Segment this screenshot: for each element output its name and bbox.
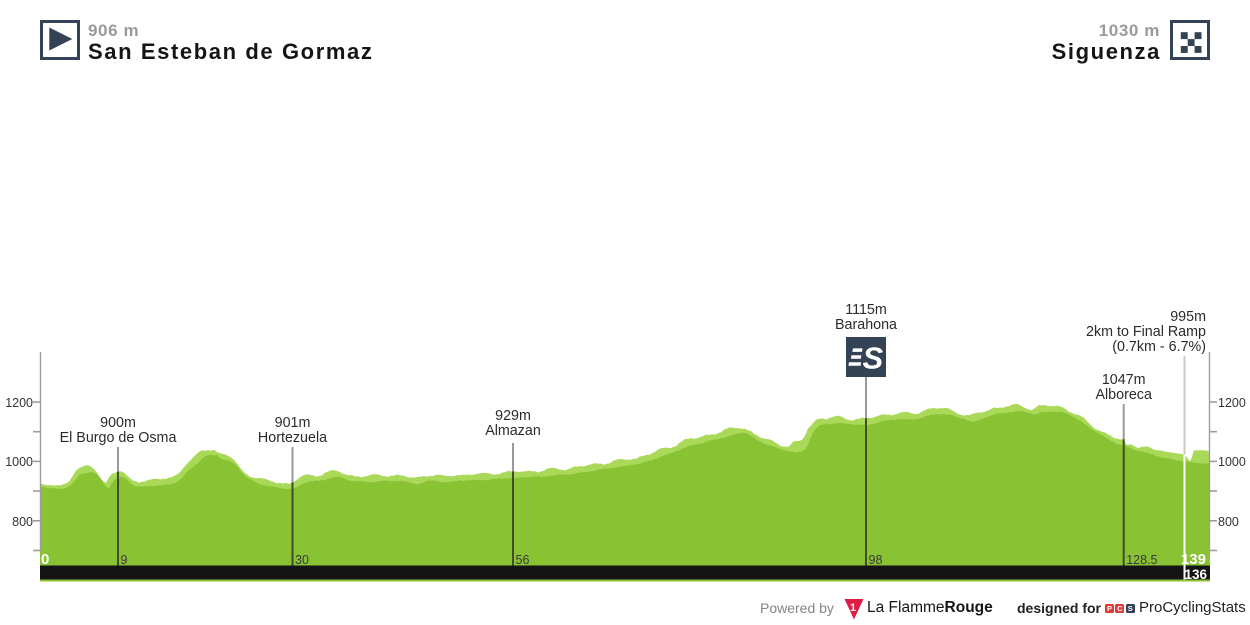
svg-text:1: 1 [850,602,856,614]
svg-text:S: S [863,341,884,376]
